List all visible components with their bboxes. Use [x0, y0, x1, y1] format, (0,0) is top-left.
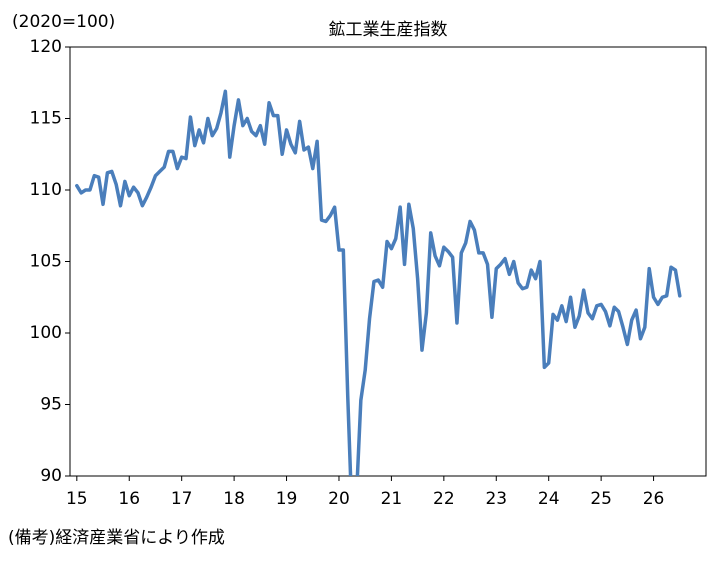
x-tick-label: 15: [66, 489, 88, 509]
x-tick-label: 22: [433, 489, 455, 509]
y-tick-label: 95: [40, 395, 62, 415]
data-line: [75, 89, 682, 476]
x-tick-label: 23: [485, 489, 507, 509]
y-tick-label: 90: [40, 466, 62, 486]
x-tick-label: 25: [590, 489, 612, 509]
y-tick-label: 115: [30, 109, 62, 129]
x-tick-label: 16: [118, 489, 140, 509]
x-tick-label: 20: [328, 489, 350, 509]
plot-area: [75, 89, 682, 476]
x-tick-label: 17: [171, 489, 193, 509]
y-tick-label: 120: [30, 37, 62, 57]
x-tick-label: 21: [381, 489, 403, 509]
x-tick-label: 18: [223, 489, 245, 509]
plot-frame: [69, 46, 707, 477]
y-axis-label: (2020=100): [12, 12, 115, 32]
x-tick-label: 24: [538, 489, 560, 509]
y-tick-label: 100: [30, 323, 62, 343]
footnote: (備考)経済産業省により作成: [8, 528, 225, 548]
y-tick-label: 110: [30, 180, 62, 200]
y-tick-label: 105: [30, 252, 62, 272]
x-tick-label: 19: [276, 489, 298, 509]
x-tick-label: 26: [643, 489, 665, 509]
chart-title: 鉱工業生産指数: [329, 20, 448, 40]
